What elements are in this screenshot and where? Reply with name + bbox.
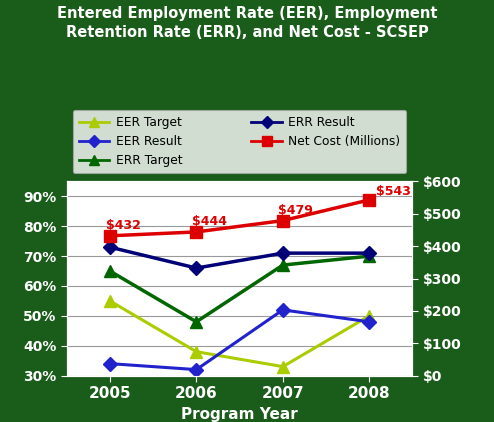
Text: $444: $444 xyxy=(192,215,227,228)
Legend: EER Target, EER Result, ERR Target, ERR Result, Net Cost (Millions): EER Target, EER Result, ERR Target, ERR … xyxy=(73,110,407,173)
Text: Entered Employment Rate (EER), Employment
Retention Rate (ERR), and Net Cost - S: Entered Employment Rate (EER), Employmen… xyxy=(57,6,437,40)
Text: $543: $543 xyxy=(376,184,411,197)
Text: $432: $432 xyxy=(106,219,140,232)
X-axis label: Program Year: Program Year xyxy=(181,406,298,422)
Text: $479: $479 xyxy=(279,204,313,217)
